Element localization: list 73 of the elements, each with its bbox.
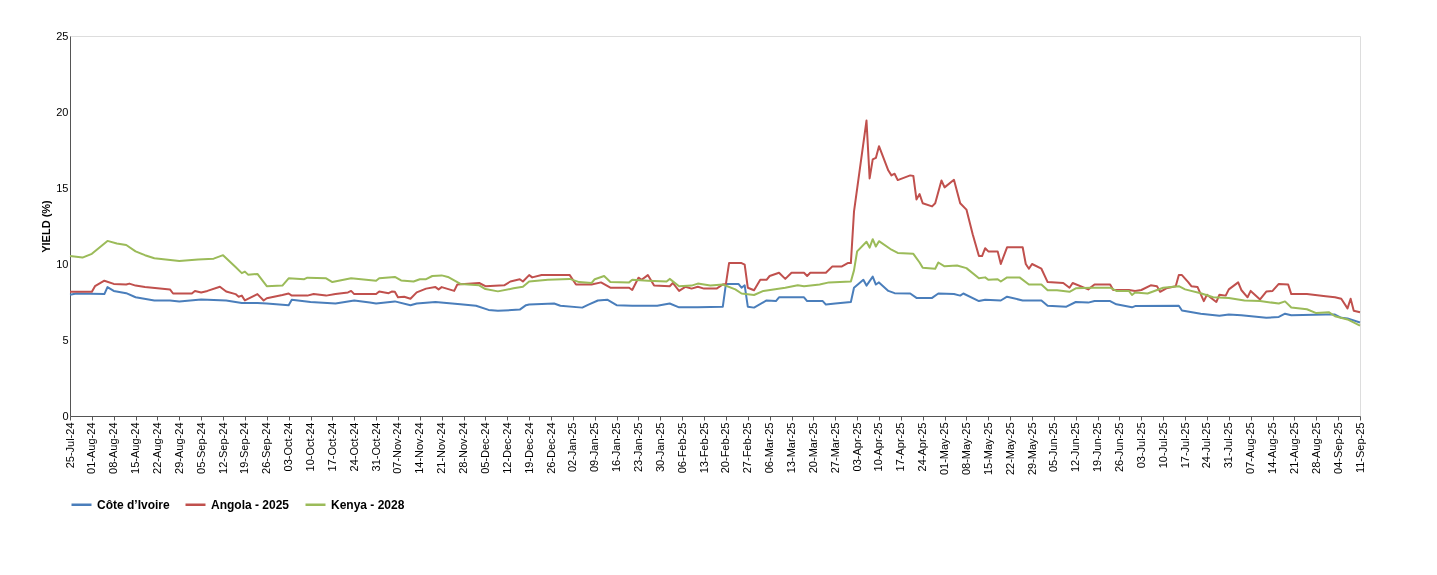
legend-label: Côte d’Ivoire: [97, 497, 171, 512]
x-tick-label: 15-May-25: [981, 422, 994, 476]
line-series: [69, 238, 1361, 327]
y-tick-label: 25: [56, 29, 69, 42]
x-tick-label: 24-Oct-24: [347, 422, 360, 472]
y-tick-label: 0: [62, 409, 69, 422]
x-tick-label: 12-Jun-25: [1069, 422, 1082, 473]
x-tick-label: 01-Aug-24: [85, 422, 98, 474]
x-tick-label: 21-Nov-24: [435, 422, 448, 474]
x-tick-label: 07-Nov-24: [391, 422, 404, 474]
y-tick-label: 15: [56, 181, 69, 194]
x-tick-label: 19-Dec-24: [522, 422, 535, 474]
x-tick-label: 24-Apr-25: [916, 422, 929, 472]
x-tick-label: 14-Aug-25: [1266, 422, 1279, 474]
x-tick-label: 12-Sep-24: [216, 422, 229, 474]
x-tick-label: 22-Aug-24: [150, 422, 163, 474]
line-series: [69, 275, 1361, 324]
x-tick-label: 19-Sep-24: [238, 422, 251, 474]
x-tick-label: 31-Oct-24: [369, 422, 382, 472]
x-tick-label: 07-Aug-25: [1244, 422, 1257, 474]
x-tick-label: 27-Mar-25: [828, 422, 841, 474]
x-tick-label: 09-Jan-25: [588, 422, 601, 473]
x-tick-label: 24-Jul-25: [1200, 422, 1213, 469]
x-tick-label: 02-Jan-25: [566, 422, 579, 473]
x-tick-label: 20-Mar-25: [806, 422, 819, 474]
legend-label: Angola - 2025: [211, 497, 290, 512]
x-tick-label: 14-Nov-24: [413, 422, 426, 474]
x-tick-label: 05-Dec-24: [478, 422, 491, 474]
legend-label: Kenya - 2028: [331, 497, 405, 512]
x-tick-label: 20-Feb-25: [719, 422, 732, 474]
x-tick-label: 03-Jul-25: [1134, 422, 1147, 469]
y-tick-label: 10: [56, 257, 69, 270]
x-tick-label: 21-Aug-25: [1287, 422, 1300, 474]
x-tick-label: 17-Oct-24: [325, 422, 338, 472]
x-tick-label: 05-Sep-24: [194, 422, 207, 474]
x-tick-label: 08-Aug-24: [107, 422, 120, 474]
x-tick-label: 13-Feb-25: [697, 422, 710, 474]
x-tick-label: 11-Sep-25: [1353, 422, 1366, 474]
x-tick-label: 26-Sep-24: [260, 422, 273, 474]
x-tick-label: 27-Feb-25: [741, 422, 754, 474]
x-tick-label: 01-May-25: [938, 422, 951, 476]
x-tick-label: 25-Jul-24: [63, 422, 76, 469]
x-tick-label: 16-Jan-25: [610, 422, 623, 473]
x-tick-label: 22-May-25: [1003, 422, 1016, 476]
x-tick-label: 31-Jul-25: [1222, 422, 1235, 469]
x-tick-label: 10-Oct-24: [304, 422, 317, 472]
x-tick-label: 12-Dec-24: [500, 422, 513, 474]
x-tick-label: 23-Jan-25: [631, 422, 644, 473]
x-tick-label: 10-Jul-25: [1156, 422, 1169, 469]
x-tick-label: 05-Jun-25: [1047, 422, 1060, 473]
x-tick-label: 13-Mar-25: [785, 422, 798, 474]
x-tick-label: 26-Jun-25: [1112, 422, 1125, 473]
y-axis-title: YIELD (%): [40, 199, 53, 253]
x-tick-label: 15-Aug-24: [129, 422, 142, 474]
x-tick-label: 06-Mar-25: [763, 422, 776, 474]
y-tick-label: 20: [56, 105, 69, 118]
x-tick-label: 03-Apr-25: [850, 422, 863, 472]
x-tick-label: 08-May-25: [959, 422, 972, 476]
line-series: [69, 119, 1361, 314]
y-tick-label: 5: [62, 333, 69, 346]
x-tick-label: 28-Aug-25: [1309, 422, 1322, 474]
x-tick-label: 30-Jan-25: [653, 422, 666, 473]
x-tick-label: 03-Oct-24: [282, 422, 295, 472]
x-tick-label: 17-Jul-25: [1178, 422, 1191, 469]
x-tick-label: 19-Jun-25: [1091, 422, 1104, 473]
x-tick-label: 06-Feb-25: [675, 422, 688, 474]
x-tick-label: 29-Aug-24: [172, 422, 185, 474]
x-tick-label: 17-Apr-25: [894, 422, 907, 472]
x-tick-label: 26-Dec-24: [544, 422, 557, 474]
x-tick-label: 29-May-25: [1025, 422, 1038, 476]
x-tick-label: 10-Apr-25: [872, 422, 885, 472]
x-tick-label: 04-Sep-25: [1331, 422, 1344, 474]
x-tick-label: 28-Nov-24: [457, 422, 470, 474]
